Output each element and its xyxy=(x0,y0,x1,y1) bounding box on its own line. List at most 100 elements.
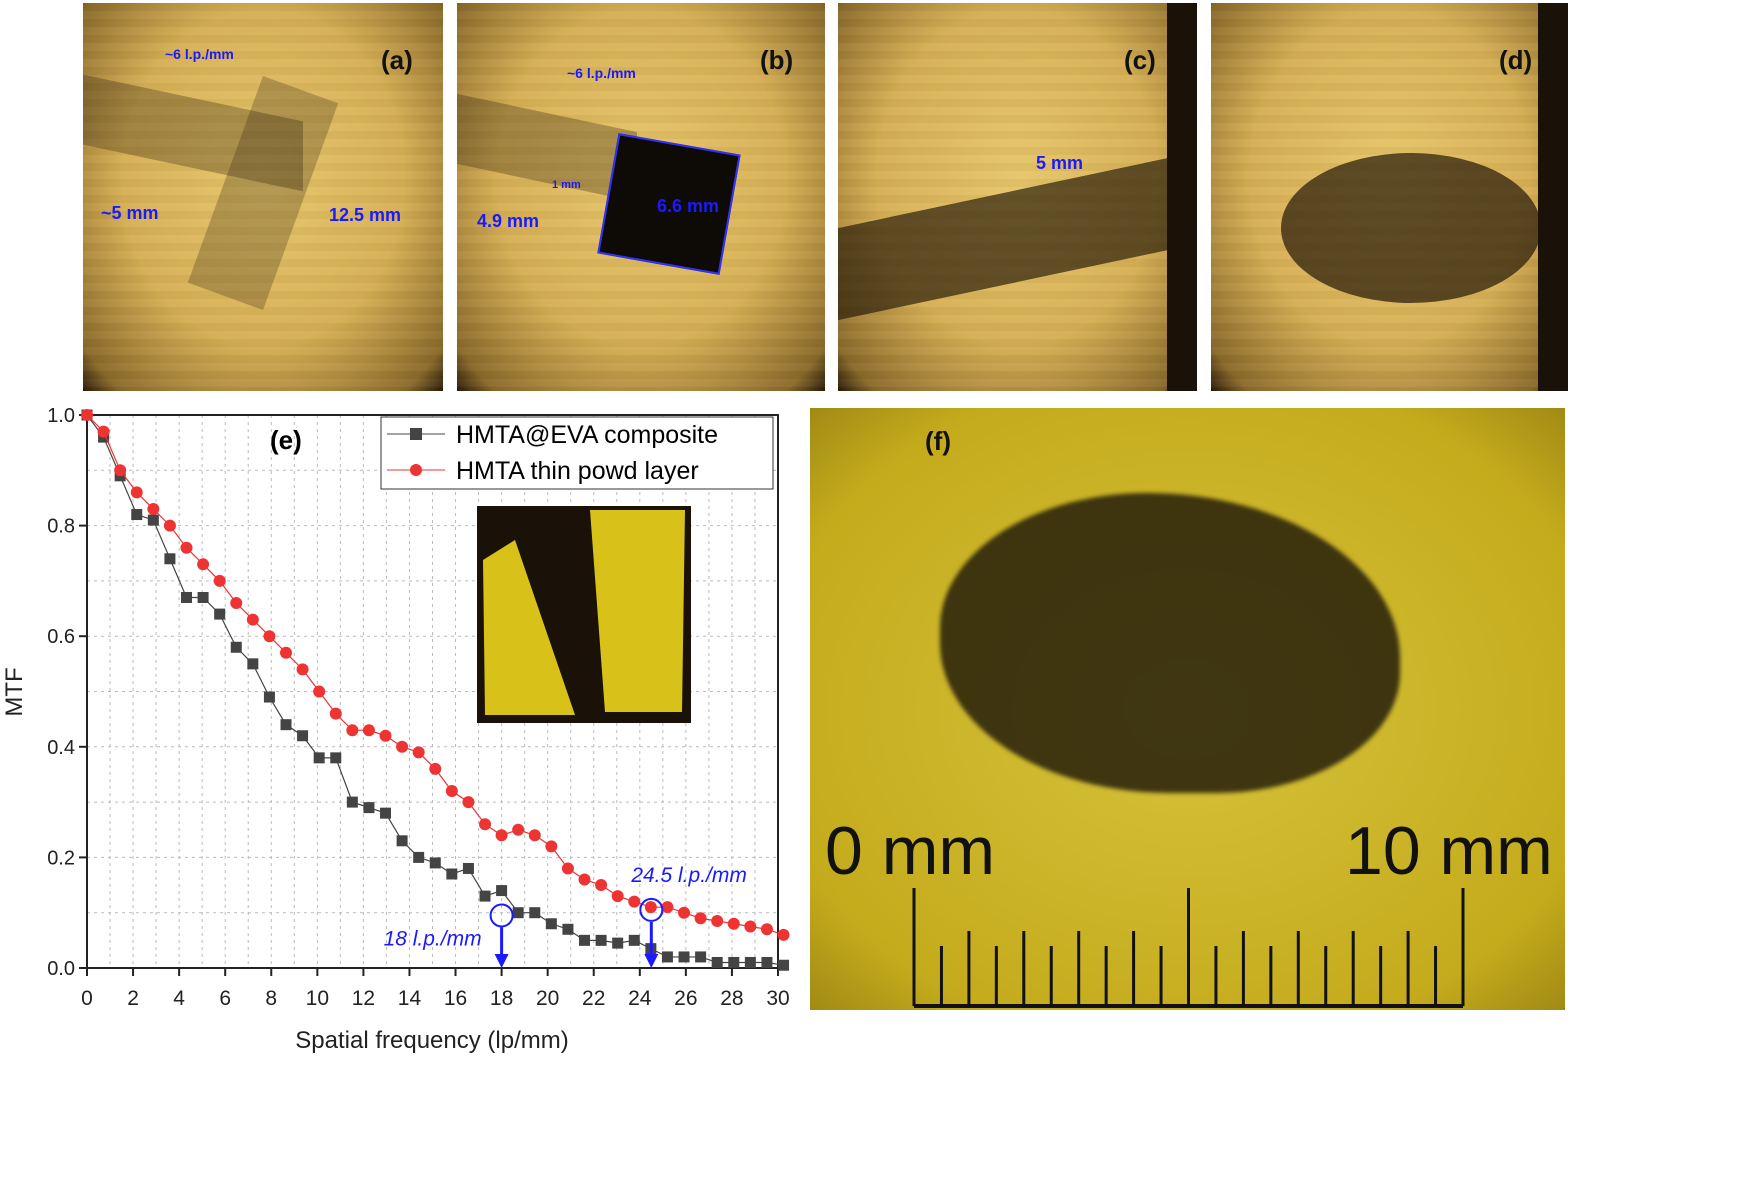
data-point-square xyxy=(728,956,740,968)
data-point-square xyxy=(363,802,375,814)
data-point-circle xyxy=(661,901,674,914)
data-point-circle xyxy=(197,558,210,571)
data-point-square xyxy=(778,959,790,971)
data-point-square xyxy=(214,608,226,620)
annotation: 4.9 mm xyxy=(477,211,540,231)
specimen-head xyxy=(1281,153,1541,303)
data-point-circle xyxy=(114,464,127,477)
arrow-head xyxy=(494,954,509,968)
data-point-square xyxy=(496,885,508,897)
data-point-square xyxy=(744,956,756,968)
data-point-square xyxy=(330,752,342,764)
annotation: ~6 l.p./mm xyxy=(165,46,234,62)
data-point-circle xyxy=(379,729,392,742)
x-tick-label: 6 xyxy=(219,987,231,1010)
data-point-circle xyxy=(163,519,176,532)
panel-label-c: (c) xyxy=(1124,45,1156,75)
data-point-square xyxy=(711,956,723,968)
data-point-circle xyxy=(396,740,409,753)
x-tick-label: 24 xyxy=(628,987,652,1010)
mtf-chart: 0 2 4 6 8 10 12 14 16 18 20 22 24 26 28 300.00.20.40.60… xyxy=(1,405,790,1054)
data-point-square xyxy=(147,514,159,526)
data-point-circle xyxy=(230,597,243,610)
panel-b-image: (b) ~6 l.p./mm 1 mm 4.9 mm 6.6 mm xyxy=(457,3,825,391)
data-point-square xyxy=(479,890,491,902)
data-point-circle xyxy=(280,646,293,659)
data-point-circle xyxy=(147,503,160,516)
data-point-square xyxy=(346,796,358,808)
annotation: ~6 l.p./mm xyxy=(567,65,636,81)
data-point-circle xyxy=(479,818,492,831)
data-point-circle xyxy=(213,574,226,587)
y-tick-label: 0.8 xyxy=(47,516,75,538)
data-point-square xyxy=(247,658,259,670)
edge-shadow xyxy=(1167,3,1197,391)
x-tick-label: 8 xyxy=(265,987,277,1010)
data-point-circle xyxy=(329,707,342,720)
annotation: 6.6 mm xyxy=(657,196,720,216)
data-point-circle xyxy=(445,785,458,798)
data-point-square xyxy=(263,691,275,703)
data-point-square xyxy=(695,951,707,963)
data-point-square xyxy=(429,857,441,869)
inset-image xyxy=(477,506,691,723)
data-point-square xyxy=(413,851,425,863)
x-tick-label: 18 xyxy=(490,987,513,1010)
data-point-circle xyxy=(777,928,790,941)
amphipod-specimen xyxy=(940,493,1400,793)
x-tick-label: 14 xyxy=(398,987,422,1010)
data-point-square xyxy=(529,907,541,919)
legend: HMTA@EVA composite HMTA thin powd layer xyxy=(380,416,774,490)
panel-f-image: (f) 0 mm 10 mm xyxy=(810,408,1565,1010)
data-point-circle xyxy=(429,762,442,775)
data-point-circle xyxy=(694,912,707,925)
data-point-circle xyxy=(744,920,757,933)
data-point-square xyxy=(380,807,392,819)
arrow-head xyxy=(644,954,659,968)
legend-square-marker xyxy=(410,428,422,440)
data-point-circle xyxy=(313,685,326,698)
scale-end-label: 10 mm xyxy=(1345,813,1553,889)
panel-d-image: (d) xyxy=(1211,3,1568,391)
y-tick-label: 0.2 xyxy=(47,847,75,869)
data-point-square xyxy=(628,934,640,946)
x-tick-label: 28 xyxy=(720,987,743,1010)
data-point-square xyxy=(181,591,193,603)
data-point-circle xyxy=(296,663,309,676)
data-point-square xyxy=(579,934,591,946)
panel-c-image: (c) 5 mm xyxy=(838,3,1197,391)
data-point-square xyxy=(545,918,557,930)
y-tick-label: 0.6 xyxy=(47,626,75,648)
data-point-circle xyxy=(644,901,657,914)
x-tick-label: 30 xyxy=(766,987,789,1010)
x-tick-label: 4 xyxy=(173,987,185,1010)
annotation: ~5 mm xyxy=(101,203,159,223)
data-point-square xyxy=(230,641,242,653)
data-point-circle xyxy=(545,840,558,853)
data-point-circle xyxy=(528,829,541,842)
y-axis-label: MTF xyxy=(1,667,28,716)
panel-label-a: (a) xyxy=(381,45,413,75)
data-point-circle xyxy=(97,425,110,438)
panel-label-d: (d) xyxy=(1499,45,1533,75)
data-point-circle xyxy=(561,862,574,875)
data-point-circle xyxy=(711,914,724,927)
x-tick-label: 10 xyxy=(306,987,329,1010)
data-point-circle xyxy=(595,879,608,892)
data-point-square xyxy=(761,956,773,968)
data-point-circle xyxy=(512,823,525,836)
y-tick-label: 0.0 xyxy=(47,958,75,980)
data-point-square xyxy=(661,951,673,963)
data-point-circle xyxy=(760,923,773,936)
y-tick-label: 0.4 xyxy=(47,737,75,759)
annotation-label: 18 l.p./mm xyxy=(384,927,482,950)
edge-shadow xyxy=(1538,3,1568,391)
data-point-circle xyxy=(578,873,591,886)
data-point-circle xyxy=(412,746,425,759)
data-point-square xyxy=(297,730,309,742)
x-tick-label: 0 xyxy=(81,987,93,1010)
x-axis-label: Spatial frequency (lp/mm) xyxy=(295,1027,568,1054)
data-point-circle xyxy=(462,796,475,809)
data-point-square xyxy=(462,862,474,874)
data-point-square xyxy=(164,553,176,565)
